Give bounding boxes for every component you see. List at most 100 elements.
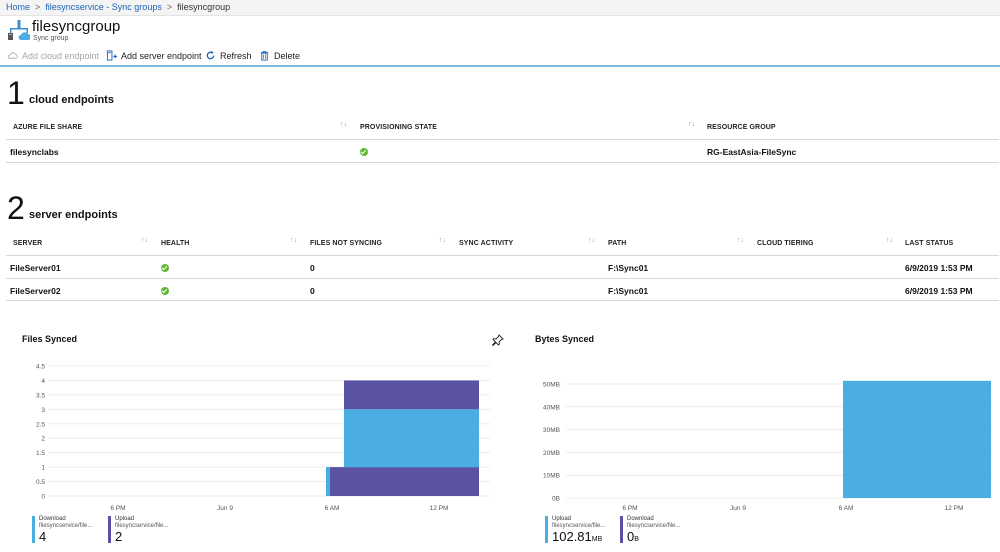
cloud-endpoint-share[interactable]: filesynclabs: [10, 147, 59, 157]
server-name[interactable]: FileServer01: [10, 263, 61, 273]
legend-source: filesyncservice/file...: [627, 523, 681, 529]
refresh-icon: [206, 50, 215, 60]
legend-value: 2: [115, 529, 123, 544]
sort-icon[interactable]: ↑↓: [141, 237, 148, 244]
breadcrumb-separator: >: [166, 2, 173, 12]
cloud-endpoints-count: 1: [7, 75, 25, 111]
y-tick-label: 30MB: [543, 427, 560, 434]
bytes-synced-legend-download[interactable]: Download filesyncservice/file... 0B: [620, 516, 680, 543]
add-cloud-endpoint-label: Add cloud endpoint: [22, 50, 100, 61]
column-header-path[interactable]: PATH: [608, 240, 627, 247]
last-status: 6/9/2019 1:53 PM: [905, 286, 973, 296]
breadcrumb-separator: >: [35, 2, 41, 12]
y-tick-label: 0.5: [36, 479, 45, 486]
files-not-syncing: 0: [310, 286, 315, 296]
column-header-last-status[interactable]: LAST STATUS: [905, 240, 954, 247]
y-tick-label: 1.5: [36, 450, 45, 457]
add-cloud-endpoint-button[interactable]: Add cloud endpoint: [7, 50, 99, 61]
bytes-synced-chart-title: Bytes Synced: [535, 334, 595, 344]
bytes-synced-legend-upload[interactable]: Upload filesyncservice/file... 102.81MB: [545, 516, 605, 543]
cloud-endpoints-title: cloud endpoints: [29, 94, 114, 106]
divider: [6, 255, 999, 256]
blade-header: filesyncgroup Sync group: [0, 16, 1000, 46]
y-tick-label: 10MB: [543, 473, 560, 480]
column-header-azure-file-share[interactable]: AZURE FILE SHARE: [13, 124, 83, 131]
sort-icon[interactable]: ↑↓: [737, 237, 744, 244]
legend-source: filesyncservice/file...: [552, 523, 606, 529]
server-add-icon: [106, 50, 117, 61]
legend-value: 102.81: [552, 529, 592, 544]
sort-icon[interactable]: ↑↓: [340, 121, 347, 128]
legend-unit: MB: [591, 536, 603, 543]
server-endpoints-count: 2: [7, 190, 25, 226]
bar-upload: [843, 380, 991, 498]
column-header-server[interactable]: SERVER: [13, 240, 43, 247]
column-header-resource-group[interactable]: RESOURCE GROUP: [707, 124, 776, 131]
legend-value: 0: [627, 529, 635, 544]
add-server-endpoint-button[interactable]: Add server endpoint: [106, 50, 202, 61]
y-tick-label: 3: [41, 407, 45, 414]
y-tick-label: 4.5: [36, 364, 45, 371]
x-tick-label: 6 AM: [839, 505, 854, 512]
y-tick-label: 40MB: [543, 404, 560, 411]
bar-upload: [344, 409, 479, 468]
x-tick-label: 6 PM: [622, 505, 637, 512]
y-tick-label: 50MB: [543, 382, 560, 389]
legend-label: Download: [39, 516, 66, 522]
legend-value: 4: [39, 529, 47, 544]
sort-icon[interactable]: ↑↓: [886, 237, 893, 244]
y-tick-label: 1: [41, 465, 45, 472]
server-path: F:\Sync01: [608, 286, 649, 296]
x-tick-label: Jun 9: [217, 505, 233, 512]
refresh-button[interactable]: Refresh: [205, 50, 252, 61]
page-title: filesyncgroup: [32, 18, 121, 35]
sort-icon[interactable]: ↑↓: [688, 121, 695, 128]
y-tick-label: 3.5: [36, 392, 45, 399]
y-tick-label: 0B: [552, 496, 560, 503]
column-header-sync-activity[interactable]: SYNC ACTIVITY: [459, 240, 514, 247]
breadcrumb-current: filesyncgroup: [177, 2, 231, 12]
status-ok-icon: [360, 148, 368, 156]
y-tick-label: 2.5: [36, 421, 45, 428]
bytes-synced-chart: 0B 10MB 20MB 30MB 40MB 50MB 6 PM Jun 9 6 AM 12 PM: [543, 380, 992, 512]
add-server-endpoint-label: Add server endpoint: [121, 50, 202, 61]
cloud-endpoint-resource-group: RG-EastAsia-FileSync: [707, 147, 797, 157]
x-tick-label: 6 PM: [110, 505, 125, 512]
files-not-syncing: 0: [310, 263, 315, 273]
sort-icon[interactable]: ↑↓: [439, 237, 446, 244]
command-bar: Add cloud endpoint Add server endpoint R…: [0, 46, 1000, 67]
sort-icon[interactable]: ↑↓: [290, 237, 297, 244]
legend-label: Upload: [552, 516, 572, 522]
column-header-health[interactable]: HEALTH: [161, 240, 190, 247]
sort-icon[interactable]: ↑↓: [588, 237, 595, 244]
legend-source: filesyncservice/file...: [115, 523, 169, 529]
last-status: 6/9/2019 1:53 PM: [905, 263, 973, 273]
files-synced-legend-upload[interactable]: Upload filesyncservice/file... 2: [108, 516, 168, 543]
divider: [6, 300, 999, 301]
delete-label: Delete: [274, 50, 301, 61]
column-header-provisioning-state[interactable]: PROVISIONING STATE: [360, 124, 437, 131]
x-tick-label: 6 AM: [325, 505, 340, 512]
legend-label: Upload: [115, 516, 135, 522]
breadcrumb-home-link[interactable]: Home: [6, 2, 31, 12]
files-synced-legend-download[interactable]: Download filesyncservice/file... 4: [32, 516, 92, 543]
breadcrumb: Home > filesyncservice - Sync groups > files…: [0, 0, 1000, 16]
server-name[interactable]: FileServer02: [10, 286, 61, 296]
delete-button[interactable]: Delete: [259, 50, 300, 61]
pin-icon[interactable]: [492, 334, 504, 346]
files-synced-chart-title: Files Synced: [22, 334, 78, 344]
cloud-add-icon: [7, 52, 18, 59]
refresh-label: Refresh: [220, 50, 252, 61]
column-header-files-not-syncing[interactable]: FILES NOT SYNCING: [310, 240, 383, 247]
health-ok-icon: [161, 287, 169, 295]
breadcrumb-service-link[interactable]: filesyncservice - Sync groups: [45, 2, 162, 12]
bar-download: [326, 467, 330, 496]
y-tick-label: 4: [41, 378, 45, 385]
legend-label: Download: [627, 516, 654, 522]
divider: [6, 278, 999, 279]
y-tick-label: 0: [41, 494, 45, 501]
x-tick-label: 12 PM: [945, 505, 964, 512]
column-header-cloud-tiering[interactable]: CLOUD TIERING: [757, 240, 814, 247]
divider: [6, 162, 999, 163]
server-endpoints-title: server endpoints: [29, 209, 118, 221]
